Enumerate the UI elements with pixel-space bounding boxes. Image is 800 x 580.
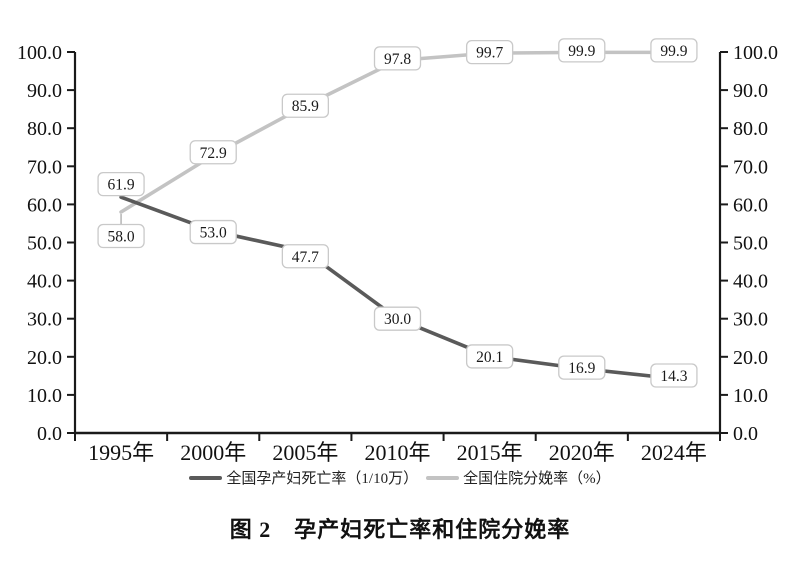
x-axis-label: 2000年 [180,440,246,465]
y-axis-label-left: 50.0 [27,233,62,255]
x-axis-label: 2020年 [549,440,615,465]
data-label: 16.9 [558,355,606,380]
y-axis-label-left: 30.0 [27,309,62,331]
legend-label-hospital-delivery: 全国住院分娩率（%） [463,471,611,487]
y-axis-label-left: 90.0 [27,80,62,102]
data-label: 72.9 [189,140,237,165]
svg-text:53.0: 53.0 [200,225,227,242]
data-label: 14.3 [650,363,698,388]
y-axis-label-right: 50.0 [733,233,768,255]
y-axis-label-right: 40.0 [733,271,768,293]
svg-text:99.9: 99.9 [568,43,595,60]
figure-caption: 图 2 孕产妇死亡率和住院分娩率 [229,517,571,542]
svg-text:16.9: 16.9 [568,360,595,377]
x-axis-label: 2015年 [457,440,523,465]
y-axis-label-left: 100.0 [17,42,62,64]
svg-text:72.9: 72.9 [200,145,227,162]
y-axis-label-right: 30.0 [733,309,768,331]
data-label: 47.7 [281,244,330,269]
y-axis-label-right: 90.0 [733,80,768,102]
y-axis-label-left: 40.0 [27,271,62,293]
x-axis-label: 2024年 [641,440,707,465]
y-axis-label-left: 20.0 [27,347,62,369]
y-axis-label-right: 20.0 [733,347,768,369]
data-label: 30.0 [373,306,422,331]
svg-text:97.8: 97.8 [384,51,411,68]
x-axis-label: 2005年 [272,440,338,465]
y-axis-label-right: 80.0 [733,118,768,140]
data-label: 85.9 [281,93,330,118]
svg-text:20.1: 20.1 [476,349,503,366]
x-axis-label: 1995年 [88,440,154,465]
data-label: 58.0 [97,223,145,249]
legend-line-swatch-light [426,475,460,480]
chart-legend: 全国孕产妇死亡率（1/10万） 全国住院分娩率（%） [0,467,800,488]
svg-text:14.3: 14.3 [660,368,687,385]
data-label: 61.9 [97,172,145,197]
svg-text:85.9: 85.9 [292,98,319,115]
svg-text:58.0: 58.0 [108,229,135,246]
data-label: 20.1 [465,344,514,369]
y-axis-label-right: 100.0 [733,42,778,64]
legend-item-maternal-mortality: 全国孕产妇死亡率（1/10万） [189,467,418,488]
svg-text:30.0: 30.0 [384,311,411,328]
svg-text:99.9: 99.9 [660,43,687,60]
y-axis-label-left: 70.0 [27,156,62,178]
line-chart: 100.0 100.0 90.0 90.0 80.0 80.0 70.0 70.0 60.0 60… [17,38,778,465]
y-axis-label-left: 10.0 [27,385,62,407]
data-label: 99.9 [650,38,698,63]
svg-text:61.9: 61.9 [108,177,135,194]
legend-line-swatch-dark [189,475,223,480]
y-axis-label-right: 10.0 [733,385,768,407]
svg-text:47.7: 47.7 [292,249,319,266]
y-axis-label-left: 60.0 [27,194,62,216]
y-axis-label-right: 0.0 [733,423,758,445]
y-axis-label-left: 80.0 [27,118,62,140]
data-label: 99.9 [558,38,606,63]
y-axis-label-right: 70.0 [733,156,768,178]
data-label: 99.7 [465,39,514,65]
series-line-1 [119,50,676,214]
data-label: 97.8 [373,46,422,71]
y-axis-label-right: 60.0 [733,194,768,216]
legend-item-hospital-delivery: 全国住院分娩率（%） [426,467,611,488]
x-axis-label: 2010年 [364,440,430,465]
legend-label-maternal-mortality: 全国孕产妇死亡率（1/10万） [226,471,419,487]
y-axis-label-left: 0.0 [37,423,62,445]
svg-text:99.7: 99.7 [476,45,503,62]
data-label: 53.0 [189,219,237,245]
